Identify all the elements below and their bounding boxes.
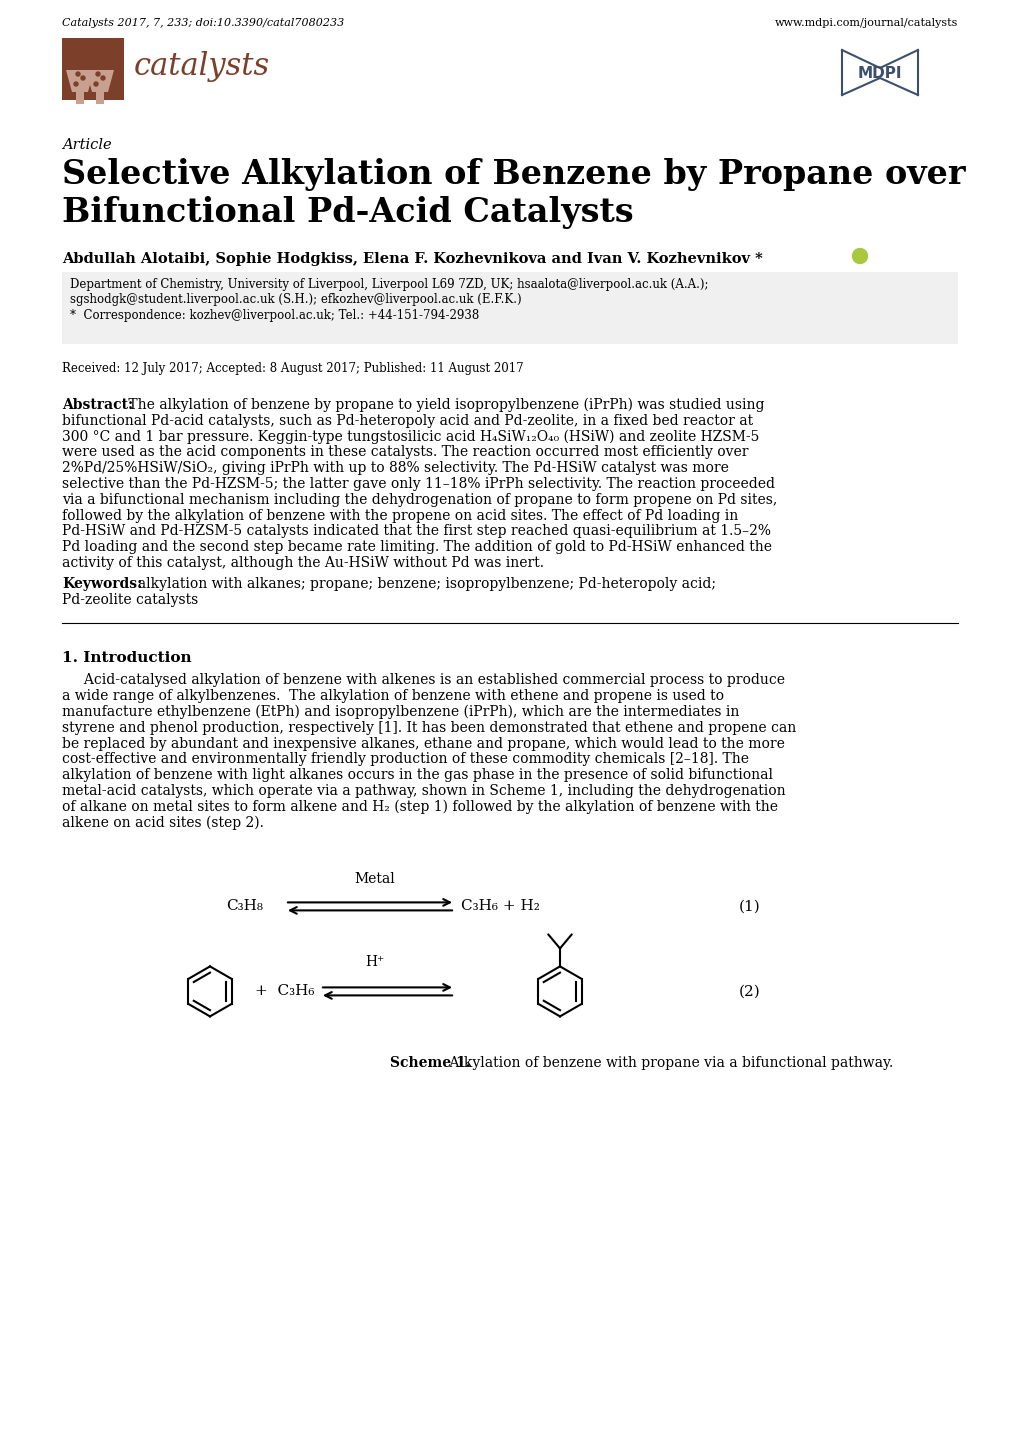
- Text: Abdullah Alotaibi, Sophie Hodgkiss, Elena F. Kozhevnikova and Ivan V. Kozhevniko: Abdullah Alotaibi, Sophie Hodgkiss, Elen…: [62, 252, 762, 265]
- Text: Received: 12 July 2017; Accepted: 8 August 2017; Published: 11 August 2017: Received: 12 July 2017; Accepted: 8 Augu…: [62, 362, 523, 375]
- Text: Pd-zeolite catalysts: Pd-zeolite catalysts: [62, 593, 198, 607]
- Circle shape: [852, 248, 866, 264]
- Text: MDPI: MDPI: [857, 66, 902, 82]
- Text: (2): (2): [739, 985, 760, 998]
- Circle shape: [81, 76, 85, 79]
- Text: Bifunctional Pd-Acid Catalysts: Bifunctional Pd-Acid Catalysts: [62, 196, 633, 229]
- Circle shape: [94, 82, 98, 87]
- Text: C₃H₈: C₃H₈: [226, 900, 263, 913]
- Text: +  C₃H₆: + C₃H₆: [255, 985, 314, 998]
- Text: Acid-catalysed alkylation of benzene with alkenes is an established commercial p: Acid-catalysed alkylation of benzene wit…: [62, 673, 785, 688]
- Text: *  Correspondence: kozhev@liverpool.ac.uk; Tel.: +44-151-794-2938: * Correspondence: kozhev@liverpool.ac.uk…: [70, 309, 479, 322]
- Text: manufacture ethylbenzene (EtPh) and isopropylbenzene (iPrPh), which are the inte: manufacture ethylbenzene (EtPh) and isop…: [62, 705, 739, 720]
- Text: alkylation with alkanes; propane; benzene; isopropylbenzene; Pd-heteropoly acid;: alkylation with alkanes; propane; benzen…: [128, 577, 715, 591]
- Text: were used as the acid components in these catalysts. The reaction occurred most : were used as the acid components in thes…: [62, 446, 748, 460]
- Text: 300 °C and 1 bar pressure. Keggin-type tungstosilicic acid H₄SiW₁₂O₄₀ (HSiW) and: 300 °C and 1 bar pressure. Keggin-type t…: [62, 430, 758, 444]
- Text: selective than the Pd-HZSM-5; the latter gave only 11–18% iPrPh selectivity. The: selective than the Pd-HZSM-5; the latter…: [62, 477, 774, 490]
- Polygon shape: [96, 92, 104, 104]
- Text: metal-acid catalysts, which operate via a pathway, shown in Scheme 1, including : metal-acid catalysts, which operate via …: [62, 784, 785, 797]
- Circle shape: [96, 72, 100, 76]
- Text: Abstract:: Abstract:: [62, 398, 133, 412]
- Text: Department of Chemistry, University of Liverpool, Liverpool L69 7ZD, UK; hsaalot: Department of Chemistry, University of L…: [70, 278, 708, 291]
- Text: catalysts: catalysts: [133, 52, 270, 82]
- Text: Pd-HSiW and Pd-HZSM-5 catalysts indicated that the first step reached quasi-equi: Pd-HSiW and Pd-HZSM-5 catalysts indicate…: [62, 525, 770, 538]
- Text: cost-effective and environmentally friendly production of these commodity chemic: cost-effective and environmentally frien…: [62, 753, 748, 766]
- Text: 2%Pd/25%HSiW/SiO₂, giving iPrPh with up to 88% selectivity. The Pd-HSiW catalyst: 2%Pd/25%HSiW/SiO₂, giving iPrPh with up …: [62, 461, 729, 476]
- Text: a wide range of alkylbenzenes.  The alkylation of benzene with ethene and propen: a wide range of alkylbenzenes. The alkyl…: [62, 689, 723, 704]
- Text: C₃H₆ + H₂: C₃H₆ + H₂: [461, 900, 539, 913]
- Bar: [62, 37, 124, 99]
- Text: Metal: Metal: [355, 872, 395, 887]
- Polygon shape: [86, 71, 114, 92]
- Polygon shape: [76, 92, 84, 104]
- Text: www.mdpi.com/journal/catalysts: www.mdpi.com/journal/catalysts: [773, 17, 957, 27]
- Text: followed by the alkylation of benzene with the propene on acid sites. The effect: followed by the alkylation of benzene wi…: [62, 509, 738, 522]
- Polygon shape: [66, 71, 94, 92]
- Text: alkylation of benzene with light alkanes occurs in the gas phase in the presence: alkylation of benzene with light alkanes…: [62, 769, 772, 782]
- Text: styrene and phenol production, respectively [1]. It has been demonstrated that e: styrene and phenol production, respectiv…: [62, 721, 796, 735]
- Text: via a bifunctional mechanism including the dehydrogenation of propane to form pr: via a bifunctional mechanism including t…: [62, 493, 776, 506]
- Text: alkene on acid sites (step 2).: alkene on acid sites (step 2).: [62, 816, 264, 831]
- Text: Article: Article: [62, 138, 111, 151]
- Text: The alkylation of benzene by propane to yield isopropylbenzene (iPrPh) was studi: The alkylation of benzene by propane to …: [124, 398, 764, 412]
- Text: Selective Alkylation of Benzene by Propane over: Selective Alkylation of Benzene by Propa…: [62, 159, 965, 190]
- Text: 1. Introduction: 1. Introduction: [62, 652, 192, 665]
- Text: of alkane on metal sites to form alkene and H₂ (step 1) followed by the alkylati: of alkane on metal sites to form alkene …: [62, 800, 777, 815]
- Text: Alkylation of benzene with propane via a bifunctional pathway.: Alkylation of benzene with propane via a…: [444, 1057, 893, 1070]
- Text: Pd loading and the second step became rate limiting. The addition of gold to Pd-: Pd loading and the second step became ra…: [62, 541, 771, 554]
- Text: H⁺: H⁺: [365, 956, 384, 969]
- Text: activity of this catalyst, although the Au-HSiW without Pd was inert.: activity of this catalyst, although the …: [62, 557, 543, 570]
- Text: bifunctional Pd-acid catalysts, such as Pd-heteropoly acid and Pd-zeolite, in a : bifunctional Pd-acid catalysts, such as …: [62, 414, 752, 428]
- Text: iD: iD: [855, 251, 864, 261]
- Circle shape: [74, 82, 77, 87]
- Circle shape: [76, 72, 79, 76]
- Text: be replaced by abundant and inexpensive alkanes, ethane and propane, which would: be replaced by abundant and inexpensive …: [62, 737, 784, 751]
- Bar: [62, 273, 957, 345]
- Text: Catalysts 2017, 7, 233; doi:10.3390/catal7080233: Catalysts 2017, 7, 233; doi:10.3390/cata…: [62, 17, 344, 27]
- Text: (1): (1): [739, 900, 760, 913]
- Text: Scheme 1.: Scheme 1.: [389, 1057, 470, 1070]
- Text: sgshodgk@student.liverpool.ac.uk (S.H.); efkozhev@liverpool.ac.uk (E.F.K.): sgshodgk@student.liverpool.ac.uk (S.H.);…: [70, 293, 521, 306]
- Circle shape: [101, 76, 105, 79]
- Text: Keywords:: Keywords:: [62, 577, 142, 591]
